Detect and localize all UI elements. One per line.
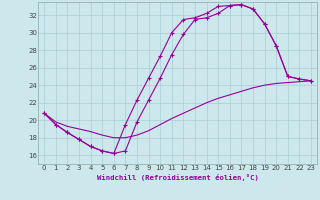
X-axis label: Windchill (Refroidissement éolien,°C): Windchill (Refroidissement éolien,°C) xyxy=(97,174,259,181)
